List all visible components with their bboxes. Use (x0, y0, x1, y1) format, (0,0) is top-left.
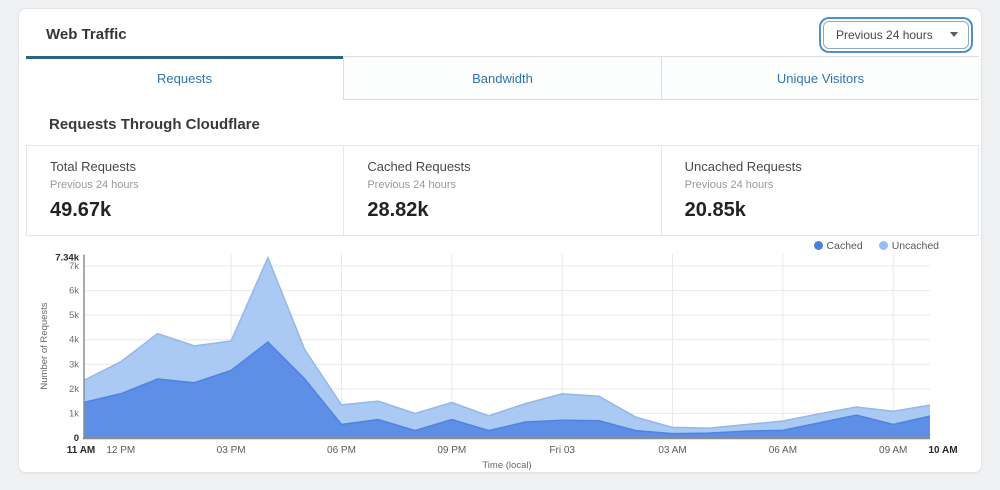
legend-item-uncached[interactable]: Uncached (878, 239, 939, 252)
x-axis-tick-label: 06 PM (327, 445, 356, 456)
tab-bar: Requests Bandwidth Unique Visitors (26, 56, 979, 100)
stat-uncached-requests: Uncached Requests Previous 24 hours 20.8… (660, 146, 978, 235)
tab-bandwidth-label: Bandwidth (472, 70, 533, 86)
time-range-select[interactable]: Previous 24 hours (823, 20, 969, 49)
tab-bandwidth[interactable]: Bandwidth (343, 56, 661, 100)
x-axis-tick-label: Fri 03 (549, 445, 575, 456)
uncached-series-dot-icon (878, 241, 888, 250)
panel-header: Web Traffic Previous 24 hours (19, 9, 981, 56)
requests-content: Requests Through Cloudflare Total Reques… (19, 116, 981, 474)
y-axis-tick-label: 1k (69, 408, 79, 419)
chevron-down-icon (950, 32, 958, 37)
tab-unique-visitors[interactable]: Unique Visitors (661, 56, 979, 100)
y-axis-tick-label: 0 (74, 433, 79, 444)
legend-label-uncached: Uncached (891, 239, 939, 252)
stat-label: Cached Requests (367, 159, 471, 174)
time-range-select-value: Previous 24 hours (836, 27, 933, 42)
stat-period: Previous 24 hours (684, 179, 774, 191)
y-axis-tick-label: 7k (69, 261, 79, 272)
chart-line-cached (83, 341, 931, 435)
y-axis-tick-label: 5k (69, 310, 79, 321)
y-axis-tick-label: 3k (69, 359, 79, 370)
stat-period: Previous 24 hours (50, 179, 139, 191)
stat-label: Uncached Requests (684, 159, 802, 174)
x-axis-tick-label: 12 PM (106, 445, 135, 456)
stat-period: Previous 24 hours (367, 179, 456, 191)
chart-legend: Cached Uncached (19, 239, 939, 252)
tab-unique-visitors-label: Unique Visitors (776, 70, 865, 86)
tab-requests[interactable]: Requests (26, 56, 343, 100)
web-traffic-panel: Web Traffic Previous 24 hours Requests B… (18, 8, 982, 473)
y-axis-tick-label: 4k (69, 335, 79, 346)
section-title: Requests Through Cloudflare (49, 116, 260, 133)
x-axis-tick-label: 06 AM (769, 445, 797, 456)
x-axis-tick-label: 09 AM (879, 445, 907, 456)
y-axis-title: Number of Requests (39, 302, 50, 389)
chart-line-uncached (83, 255, 931, 429)
stat-value: 20.85k (684, 199, 746, 221)
x-axis-tick-label: 03 PM (217, 445, 246, 456)
stat-total-requests: Total Requests Previous 24 hours 49.67k (27, 146, 343, 235)
x-axis-tick-label: 03 AM (658, 445, 686, 456)
requests-area-chart: 0 1k 2k 3k 4k 5k 6k 7k7.34k 11 AM 12 PM 03 PM 06 PM… (39, 253, 958, 471)
x-axis-title: Time (local) (482, 460, 531, 471)
stats-row: Total Requests Previous 24 hours 49.67k … (26, 145, 979, 236)
y-axis-tick-label: 7.34k (55, 253, 79, 264)
stat-label: Total Requests (50, 159, 136, 174)
x-axis-tick-label: 11 AM (67, 445, 96, 456)
legend-item-cached[interactable]: Cached (813, 239, 863, 252)
tab-requests-label: Requests (157, 71, 212, 86)
legend-label-cached: Cached (826, 239, 863, 252)
page-title: Web Traffic (46, 26, 127, 43)
chart-area-cached (84, 342, 930, 438)
y-axis-tick-label: 6k (69, 286, 79, 297)
cached-series-dot-icon (813, 241, 823, 250)
stat-value: 49.67k (50, 199, 112, 221)
x-axis-tick-label: 09 PM (437, 445, 466, 456)
stat-value: 28.82k (367, 199, 429, 221)
x-axis-tick-label: 10 AM (928, 445, 957, 456)
stat-cached-requests: Cached Requests Previous 24 hours 28.82k (343, 146, 660, 235)
y-axis-tick-label: 2k (69, 384, 79, 395)
